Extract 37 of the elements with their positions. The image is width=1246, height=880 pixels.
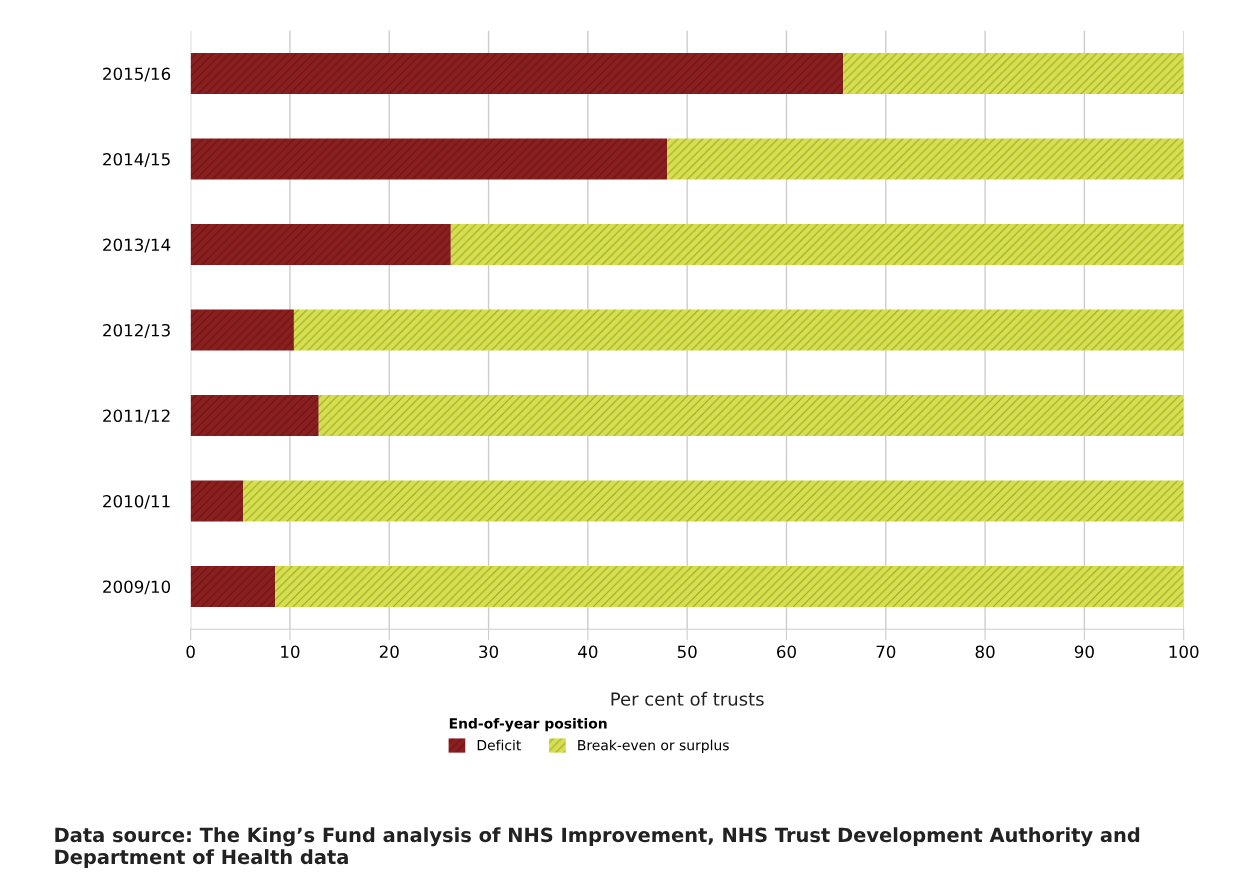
x-tick-label: 0	[186, 645, 195, 659]
y-tick-label: 2010/11	[103, 494, 170, 509]
y-tick-label: 2012/13	[103, 323, 170, 338]
x-tick-label: 50	[677, 645, 697, 659]
y-tick-label: 2014/15	[103, 152, 170, 167]
source-note: Data source: The King’s Fund analysis of NHS Improvement, NHS Trust Development Authority and Department of Health data	[55, 827, 1140, 868]
bar	[190, 565, 276, 607]
bar	[843, 53, 1184, 95]
legend-label: Deficit	[477, 739, 521, 751]
legend-title: End-of-year position	[449, 717, 607, 732]
legend-label: Break-even or surplus	[578, 739, 729, 754]
x-tick-label: 90	[1074, 645, 1094, 659]
x-tick-label: 10	[281, 645, 300, 659]
bar	[190, 224, 451, 266]
bar	[190, 480, 244, 522]
y-tick-label: 2009/10	[103, 580, 171, 595]
bar	[275, 565, 1184, 607]
bar	[190, 394, 319, 436]
bar	[667, 138, 1184, 180]
bar	[450, 224, 1184, 266]
x-tick-label: 40	[578, 645, 598, 659]
y-tick-label: 2013/14	[103, 238, 171, 253]
bar	[190, 138, 668, 180]
x-tick-label: 100	[1169, 645, 1199, 659]
y-tick-label: 2011/12	[103, 409, 170, 424]
x-tick-label: 60	[777, 645, 796, 659]
x-tick-label: 80	[975, 645, 995, 659]
x-axis-title: Per cent of trusts	[611, 691, 764, 706]
y-tick-label: 2015/16	[103, 67, 171, 82]
x-tick-label: 20	[379, 645, 399, 659]
x-tick-label: 70	[876, 645, 896, 659]
bar	[243, 480, 1184, 522]
x-tick-label: 30	[479, 645, 499, 659]
bar	[190, 309, 294, 351]
bar	[190, 53, 844, 95]
bar	[318, 394, 1184, 436]
bar	[293, 309, 1184, 351]
